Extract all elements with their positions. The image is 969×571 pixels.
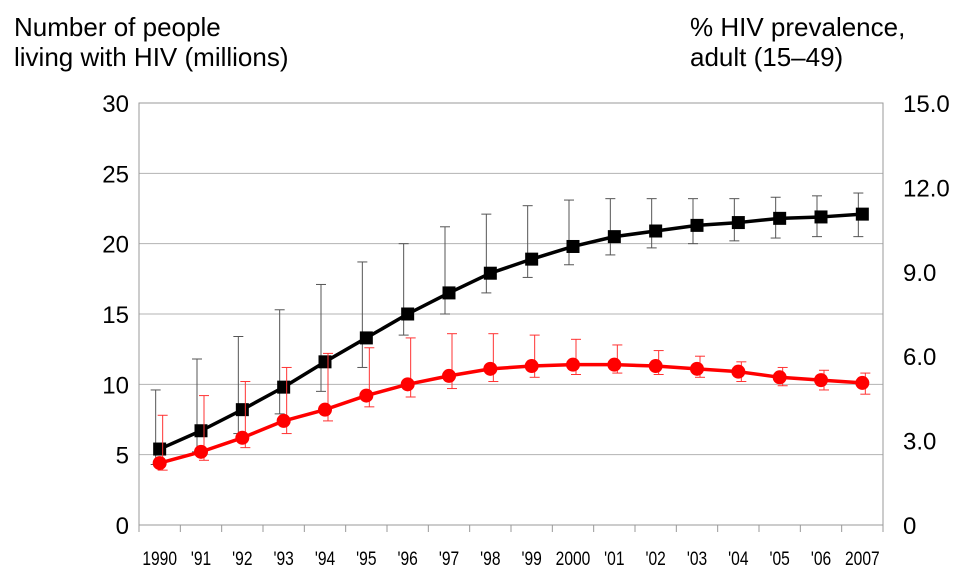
x-tick-label: '02: [646, 548, 666, 570]
data-point: [690, 361, 704, 376]
data-point: [649, 224, 663, 238]
data-point: [607, 357, 622, 372]
data-point: [359, 331, 373, 345]
right-tick-label: 9.0: [903, 260, 936, 287]
x-tick-label: 1990: [142, 548, 177, 570]
data-point: [359, 388, 374, 403]
x-tick-label: 2000: [556, 548, 591, 570]
data-point: [235, 403, 249, 417]
x-tick-label: '92: [232, 548, 252, 570]
right-tick-label: 6.0: [903, 344, 936, 371]
data-point: [318, 402, 332, 417]
data-point: [318, 355, 332, 369]
data-point: [525, 252, 539, 266]
data-point: [855, 207, 869, 221]
series-line: [158, 212, 863, 451]
x-tick-label: '97: [439, 548, 459, 570]
x-tick-label: 2007: [845, 548, 880, 570]
data-point: [731, 216, 745, 230]
x-tick-label: '93: [274, 548, 294, 570]
left-tick-label: 15: [102, 302, 129, 329]
data-point: [400, 377, 415, 392]
left-tick-label: 5: [116, 443, 129, 470]
left-tick-label: 10: [102, 372, 129, 399]
x-tick-label: '05: [770, 548, 790, 570]
left-axis-title-line-2: living with HIV (millions): [14, 42, 289, 72]
data-point: [194, 424, 208, 438]
x-tick-label: '98: [480, 548, 500, 570]
x-tick-label: '99: [522, 548, 542, 570]
data-point: [524, 359, 539, 374]
x-tick-label: '01: [604, 548, 624, 570]
data-point: [648, 359, 663, 374]
data-point: [442, 368, 456, 383]
series-line: [159, 362, 863, 465]
right-axis-title: % HIV prevalence, adult (15–49): [690, 12, 905, 72]
right-axis-title-line-2: adult (15–49): [690, 42, 844, 72]
data-point: [566, 239, 580, 253]
data-point: [731, 364, 746, 379]
x-tick-label: '04: [728, 548, 749, 570]
left-axis-title: Number of people living with HIV (millio…: [14, 12, 289, 72]
data-point: [235, 430, 250, 445]
data-point: [855, 375, 870, 390]
data-point: [276, 413, 291, 428]
data-point: [814, 373, 828, 388]
data-point: [483, 266, 497, 280]
right-axis-title-line-1: % HIV prevalence,: [690, 12, 906, 42]
data-point: [152, 456, 167, 471]
left-axis-title-line-1: Number of people: [14, 12, 221, 42]
left-tick-label: 0: [116, 513, 129, 540]
data-point: [153, 442, 167, 456]
data-point: [566, 357, 580, 372]
x-tick-label: '95: [356, 548, 376, 570]
left-tick-label: 25: [102, 161, 129, 188]
right-tick-label: 12.0: [903, 175, 950, 202]
x-tick-label: '94: [315, 548, 336, 570]
x-tick-label: '06: [811, 548, 831, 570]
data-point: [690, 218, 704, 232]
x-tick-label: '96: [398, 548, 418, 570]
data-point: [607, 230, 621, 244]
right-tick-label: 15.0: [903, 91, 950, 118]
left-tick-label: 20: [102, 232, 129, 259]
x-tick-label: '91: [191, 548, 211, 570]
data-point: [814, 210, 828, 224]
data-point: [277, 380, 291, 394]
right-tick-label: 0: [903, 513, 916, 540]
data-point: [483, 361, 498, 376]
data-point: [401, 307, 415, 321]
data-point: [194, 444, 208, 459]
x-tick-label: '03: [687, 548, 707, 570]
data-point: [773, 211, 787, 225]
left-tick-label: 30: [102, 91, 129, 118]
data-point: [772, 370, 787, 385]
data-point: [442, 286, 456, 300]
right-tick-label: 3.0: [903, 429, 936, 456]
